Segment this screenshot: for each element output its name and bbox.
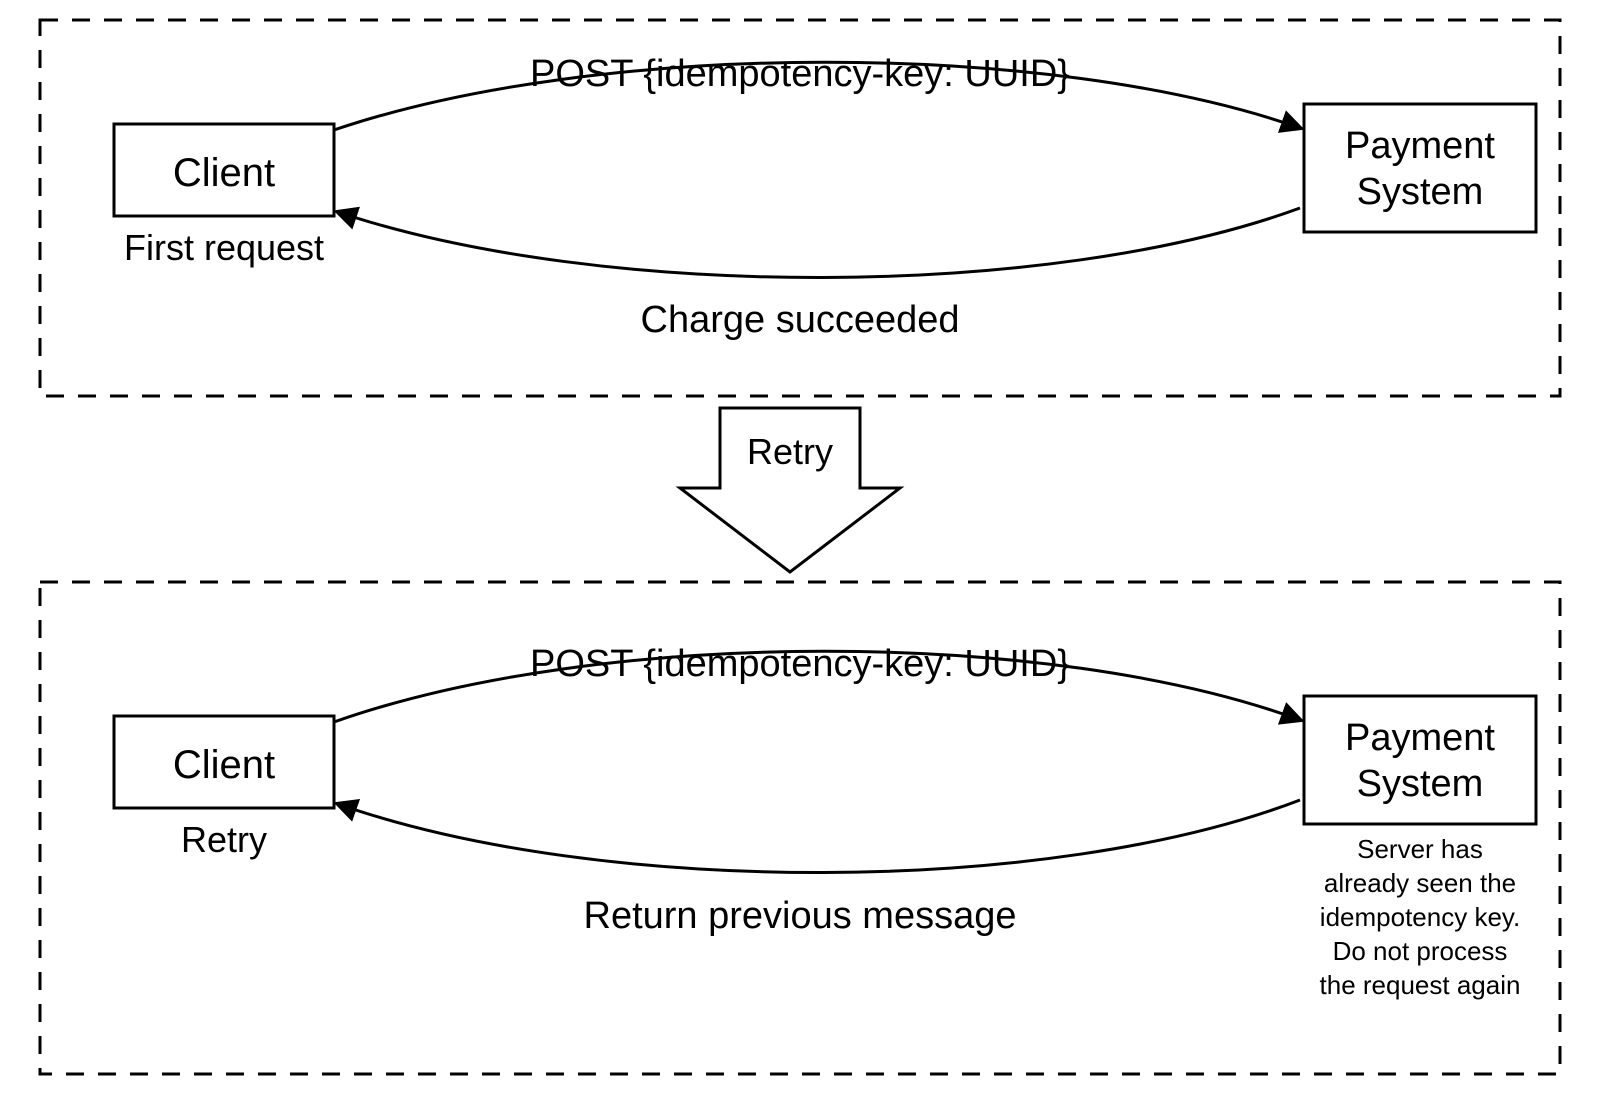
server-box-top: Payment System [1304,104,1536,232]
server-note-0: Server has [1357,834,1483,864]
retry-label: Retry [747,431,833,472]
client-label-top: Client [173,151,275,195]
request-label-bottom: POST {idempotency-key: UUID} [530,643,1070,685]
server-note-2: idempotency key. [1320,902,1520,932]
client-box-top: Client First request [114,124,334,268]
server-label-top-2: System [1357,171,1484,213]
client-box-bottom: Client Retry [114,716,334,860]
response-arrow-top [338,208,1300,278]
server-label-bottom-2: System [1357,763,1484,805]
request-label-top: POST {idempotency-key: UUID} [530,53,1070,95]
server-label-bottom-1: Payment [1345,717,1495,759]
idempotency-diagram: Client First request Payment System POST… [0,0,1600,1114]
server-note-3: Do not process [1333,936,1508,966]
server-box-bottom: Payment System Server has already seen t… [1304,696,1536,1000]
response-arrow-bottom [338,800,1300,873]
response-label-top: Charge succeeded [641,299,960,341]
retry-block-arrow: Retry [680,408,900,572]
response-label-bottom: Return previous message [584,895,1017,937]
client-label-bottom: Client [173,743,275,787]
server-note-1: already seen the [1324,868,1516,898]
client-sublabel-top: First request [124,227,324,268]
client-sublabel-bottom: Retry [181,819,267,860]
server-note-4: the request again [1320,970,1521,1000]
server-label-top-1: Payment [1345,125,1495,167]
